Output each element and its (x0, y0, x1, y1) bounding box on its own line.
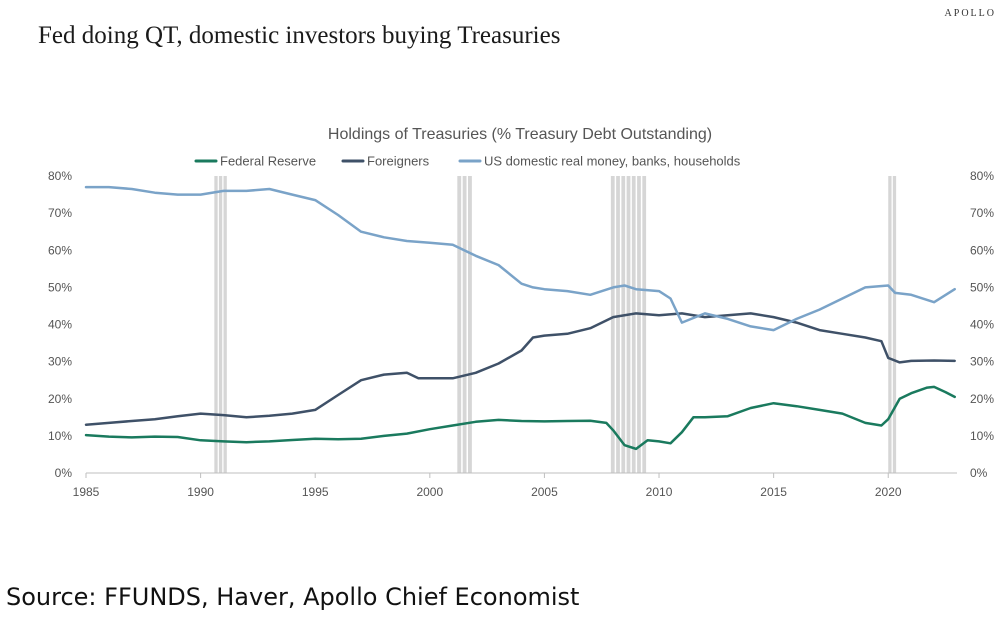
recession-stripe (218, 176, 223, 473)
y-tick-label-right: 10% (970, 429, 994, 443)
y-tick-label-left: 50% (48, 280, 72, 294)
series-line-2 (84, 185, 956, 332)
recession-stripe (223, 176, 227, 473)
recession-stripe (642, 176, 647, 473)
y-tick-label-right: 80% (970, 169, 994, 183)
y-tick-label-right: 30% (970, 355, 994, 369)
series-line-1 (84, 312, 956, 426)
x-tick-label: 2005 (531, 485, 558, 499)
chart-series (84, 185, 956, 451)
y-tick-label-left: 0% (55, 466, 73, 480)
legend-item-2: US domestic real money, banks, household… (458, 154, 741, 169)
y-tick-label-right: 50% (970, 280, 994, 294)
legend-label: US domestic real money, banks, household… (484, 154, 741, 169)
recession-stripe (888, 176, 892, 473)
recession-stripe (610, 176, 615, 473)
chart-title: Holdings of Treasuries (% Treasury Debt … (328, 126, 712, 143)
y-tick-label-right: 40% (970, 318, 994, 332)
recession-band-1 (457, 176, 472, 473)
chart-legend: Federal Reserve Foreigners US domestic rea… (194, 154, 741, 169)
recession-bands (214, 176, 897, 473)
recession-stripe (631, 176, 636, 473)
y-tick-label-right: 60% (970, 243, 994, 257)
recession-stripe (457, 176, 462, 473)
recession-stripe (462, 176, 467, 473)
recession-band-2 (610, 176, 647, 473)
x-tick-label: 2020 (875, 485, 902, 499)
x-tick-label: 2015 (760, 485, 787, 499)
series-line-0 (84, 385, 956, 451)
recession-stripe (214, 176, 218, 473)
recession-stripe (637, 176, 641, 473)
recession-band-3 (888, 176, 897, 473)
y-tick-label-left: 60% (48, 243, 72, 257)
y-tick-label-left: 30% (48, 355, 72, 369)
recession-band-0 (214, 176, 227, 473)
y-tick-label-left: 70% (48, 206, 72, 220)
y-tick-label-left: 20% (48, 392, 72, 406)
treasury-holdings-chart: Holdings of Treasuries (% Treasury Debt … (48, 126, 994, 499)
y-tick-label-left: 40% (48, 318, 72, 332)
recession-stripe (468, 176, 472, 473)
recession-stripe (621, 176, 626, 473)
y-tick-label-right: 0% (970, 466, 988, 480)
legend-item-0: Federal Reserve (194, 154, 316, 169)
chart-axes: 0% 0% 10% 10% 20% 20% 30% 30% 40% 40% 50% 50% 60% 60%… (48, 169, 994, 499)
x-tick-label: 2010 (646, 485, 673, 499)
legend-label: Federal Reserve (220, 154, 316, 169)
y-tick-label-left: 80% (48, 169, 72, 183)
legend-label: Foreigners (367, 154, 430, 169)
recession-stripe (626, 176, 631, 473)
x-tick-label: 1985 (73, 485, 100, 499)
recession-stripe (616, 176, 620, 473)
y-tick-label-right: 20% (970, 392, 994, 406)
legend-item-1: Foreigners (341, 154, 430, 169)
y-tick-label-left: 10% (48, 429, 72, 443)
source-note: Source: FFUNDS, Haver, Apollo Chief Econ… (6, 583, 580, 611)
page-title: Fed doing QT, domestic investors buying … (38, 22, 561, 49)
y-tick-label-right: 70% (970, 206, 994, 220)
x-tick-label: 1995 (302, 485, 329, 499)
recession-stripe (892, 176, 897, 473)
brand-logo: APOLLO (944, 8, 996, 19)
x-tick-label: 1990 (187, 485, 214, 499)
x-tick-label: 2000 (416, 485, 443, 499)
